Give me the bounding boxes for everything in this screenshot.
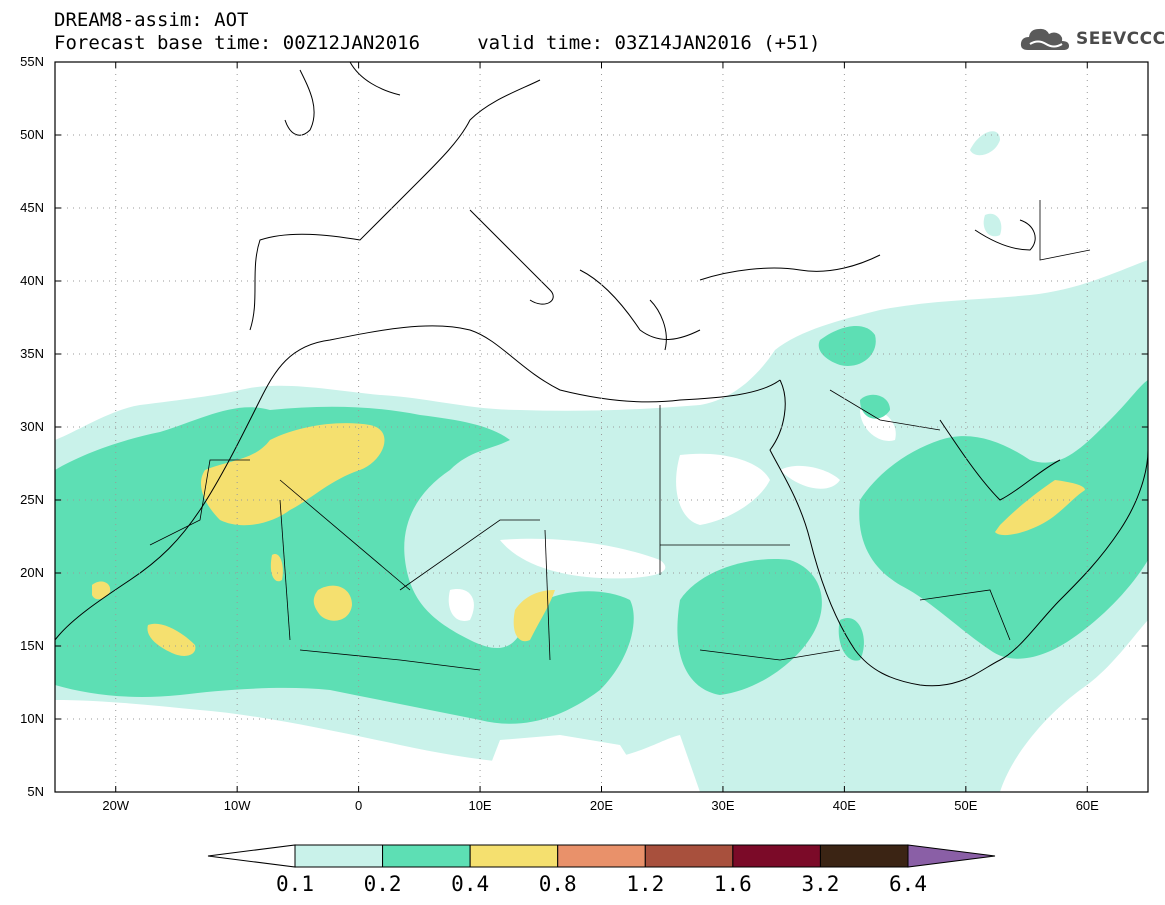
aot-clear-areas (55, 409, 1148, 792)
colorbar-swatch (382, 844, 471, 868)
colorbar-swatch (819, 844, 909, 868)
colorbar-over-triangle (907, 844, 996, 868)
lat-label: 5N (27, 784, 44, 799)
aot-field (55, 131, 1148, 792)
forecast-time-line: Forecast base time: 00Z12JAN2016 valid t… (54, 32, 821, 54)
colorbar-swatch (732, 844, 821, 868)
aot-level-0.4 (92, 423, 1085, 656)
lat-label: 35N (20, 346, 44, 361)
axis-ticks (55, 61, 1148, 793)
lon-label: 0 (354, 798, 363, 813)
borders (149, 200, 1091, 671)
lat-label: 20N (20, 565, 44, 580)
coastlines (55, 62, 1148, 792)
colorbar-label: 6.4 (889, 872, 927, 896)
lat-label: 15N (20, 638, 44, 653)
seevccc-logo: SEEVCCC (1018, 22, 1165, 56)
colorbar-label: 3.2 (801, 872, 840, 896)
colorbar (207, 844, 996, 868)
lat-label: 45N (20, 200, 44, 215)
lon-label: 10E (468, 798, 492, 813)
colorbar-label: 0.4 (451, 872, 490, 896)
lon-label: 10W (223, 798, 251, 813)
lat-label: 40N (20, 273, 44, 288)
colorbar-label: 0.1 (276, 872, 314, 896)
lon-label: 50E (954, 798, 978, 813)
colorbar-label: 1.6 (713, 872, 752, 896)
lon-label: 60E (1075, 798, 1099, 813)
colorbar-label: 1.2 (626, 872, 665, 896)
colorbar-swatch (644, 844, 734, 868)
colorbar-label: 0.2 (363, 872, 402, 896)
lon-label: 30E (711, 798, 735, 813)
colorbar-under-triangle (207, 844, 296, 868)
colorbar-swatch (294, 844, 384, 868)
lat-label: 55N (20, 54, 44, 69)
logo-text: SEEVCCC (1076, 29, 1165, 49)
map-title: DREAM8-assim: AOT (54, 9, 249, 31)
lat-label: 25N (20, 492, 44, 507)
colorbar-swatch (557, 844, 646, 868)
colorbar-swatch (469, 844, 559, 868)
lon-label: 40E (832, 798, 856, 813)
aot-level-0.2 (55, 325, 1148, 724)
cloud-icon (1020, 28, 1069, 50)
lat-label: 10N (20, 711, 44, 726)
lon-label: 20E (589, 798, 614, 813)
colorbar-label: 0.8 (538, 872, 577, 896)
lat-label: 30N (20, 419, 44, 434)
lon-label: 20W (102, 798, 130, 813)
lat-label: 50N (20, 127, 44, 142)
